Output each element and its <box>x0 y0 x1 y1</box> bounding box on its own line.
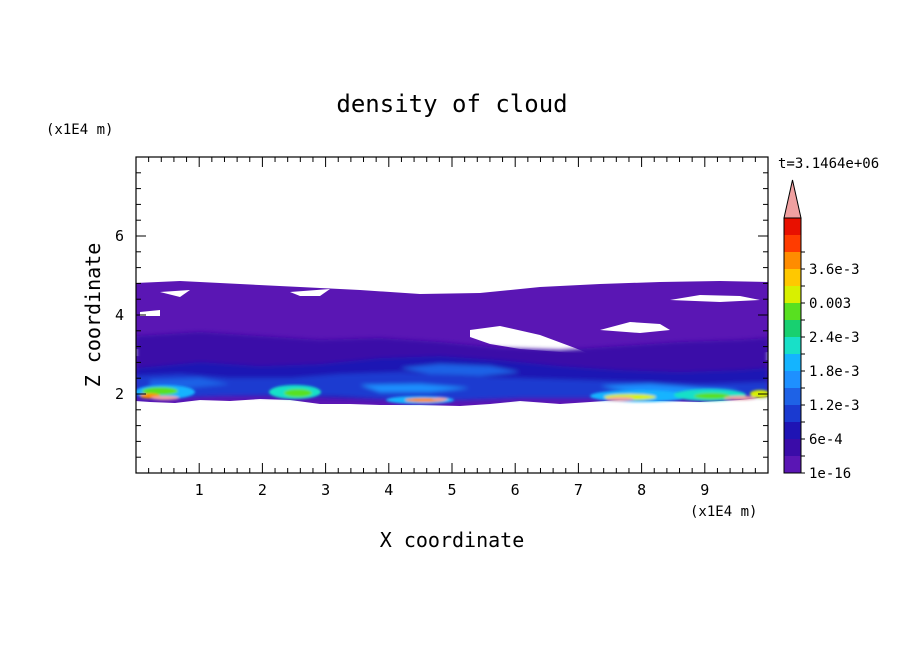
colorbar-swatch <box>784 371 801 388</box>
colorbar-label: 6e-4 <box>809 432 843 448</box>
time-label: t=3.1464e+06 <box>778 156 879 172</box>
x-tick-label: 2 <box>258 481 267 499</box>
x-tick-label: 1 <box>195 481 204 499</box>
y-tick-label: 6 <box>115 227 124 245</box>
colorbar-label: 0.003 <box>809 296 851 312</box>
x-tick-label: 6 <box>511 481 520 499</box>
colorbar-swatch <box>784 320 801 337</box>
colorbar-swatch <box>784 405 801 422</box>
peak-regions <box>136 385 768 404</box>
colorbar-swatch <box>784 269 801 286</box>
colorbar-swatch <box>784 337 801 354</box>
colorbar-swatch <box>784 218 801 235</box>
colorbar-swatch <box>784 422 801 439</box>
colorbar-label: 1e-16 <box>809 466 851 482</box>
colorbar-frame <box>783 217 802 474</box>
colorbar-extend-arrow <box>783 179 802 219</box>
x-tick-label: 7 <box>574 481 583 499</box>
colorbar-swatch <box>784 439 801 456</box>
x-tick-label: 9 <box>700 481 709 499</box>
x-axis-unit: (x1E4 m) <box>690 504 757 520</box>
y-axis-unit: (x1E4 m) <box>46 122 113 138</box>
x-tick-label: 8 <box>637 481 646 499</box>
colorbar-swatch <box>784 354 801 371</box>
colorbar-label: 1.2e-3 <box>809 398 860 414</box>
x-tick-label: 5 <box>447 481 456 499</box>
x-tick-label: 4 <box>384 481 393 499</box>
colorbar-swatch <box>784 286 801 303</box>
colorbar-swatch <box>784 303 801 320</box>
mid-layer <box>136 332 768 400</box>
y-tick-label: 2 <box>115 385 124 403</box>
colorbar-swatch <box>784 388 801 405</box>
colorbar: 1e-16 6e-4 1.2e-3 1.8e-3 2.4e-3 0.003 3.6e-3 <box>783 179 860 482</box>
contour-field <box>136 281 768 406</box>
x-tick-label: 3 <box>321 481 330 499</box>
x-axis-label: X coordinate <box>380 528 525 552</box>
axis-ticks <box>136 157 768 473</box>
colorbar-swatch <box>784 456 801 473</box>
colorbar-label: 3.6e-3 <box>809 262 860 278</box>
y-tick-label: 4 <box>115 306 124 324</box>
chart-title: density of cloud <box>336 90 567 118</box>
colorbar-swatch <box>784 235 801 252</box>
axis-tick-labels: 1 2 3 4 5 6 7 8 9 2 4 6 <box>115 227 709 499</box>
colorbar-label: 2.4e-3 <box>809 330 860 346</box>
y-axis-label: Z coordinate <box>81 243 105 388</box>
colorbar-swatch <box>784 252 801 269</box>
colorbar-label: 1.8e-3 <box>809 364 860 380</box>
